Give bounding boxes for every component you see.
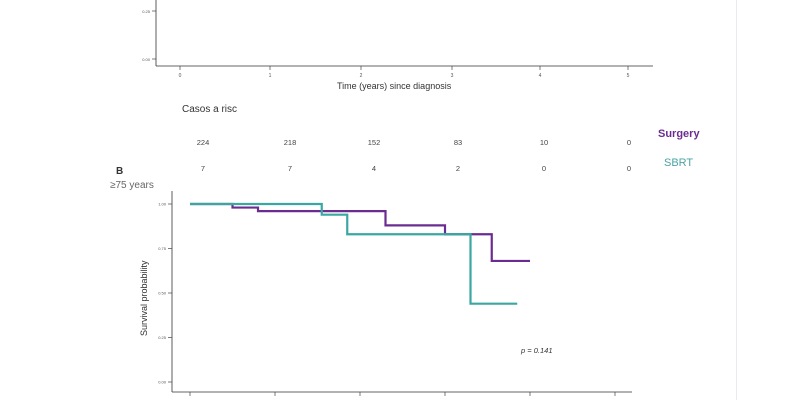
b-y-tick-label: 0.00 [158,380,167,385]
risk-count-sbrt-0: 7 [200,164,206,173]
b-y-tick-label: 0.50 [158,291,167,296]
risk-count-sbrt-4: 0 [541,164,547,173]
panel-letter: B [116,166,124,177]
km-curve-surgery [190,202,530,263]
risk-count-sbrt-1: 7 [287,164,293,173]
top-x-tick-label: 3 [451,73,454,79]
top-y-tick-label: 0.25 [142,9,151,14]
top-x-axis-label: Time (years) since diagnosis [337,81,452,91]
risk-count-surgery-5: 0 [626,138,632,147]
top-x-tick-label: 0 [179,73,182,79]
risk-table-title: Casos a risc [182,104,238,115]
risk-count-sbrt-5: 0 [626,164,632,173]
b-y-tick-label: 0.75 [158,246,167,251]
group-label-surgery: Surgery [658,128,700,140]
b-y-tick-label: 0.25 [158,335,167,340]
top-x-tick-label: 5 [627,73,630,79]
km-curve-sbrt [190,202,518,305]
risk-count-surgery-2: 152 [367,138,381,147]
top-x-tick-label: 1 [269,73,272,79]
b-y-tick-label: 1.00 [158,202,167,207]
risk-count-sbrt-3: 2 [455,164,461,173]
risk-count-surgery-1: 218 [283,138,297,147]
top-x-tick-label: 4 [539,73,542,79]
panel-subtitle: ≥75 years [110,180,154,191]
risk-count-sbrt-2: 4 [371,164,377,173]
risk-count-surgery-4: 10 [539,138,549,147]
b-y-axis-label: Survival probability [139,260,149,336]
page-divider [736,0,737,400]
top-x-tick-label: 2 [360,73,363,79]
risk-count-surgery-3: 83 [453,138,463,147]
top-y-tick-label: 0.00 [142,57,151,62]
risk-count-surgery-0: 224 [196,138,210,147]
p-value-annotation: p = 0.141 [521,346,553,355]
group-label-sbrt: SBRT [664,157,694,169]
